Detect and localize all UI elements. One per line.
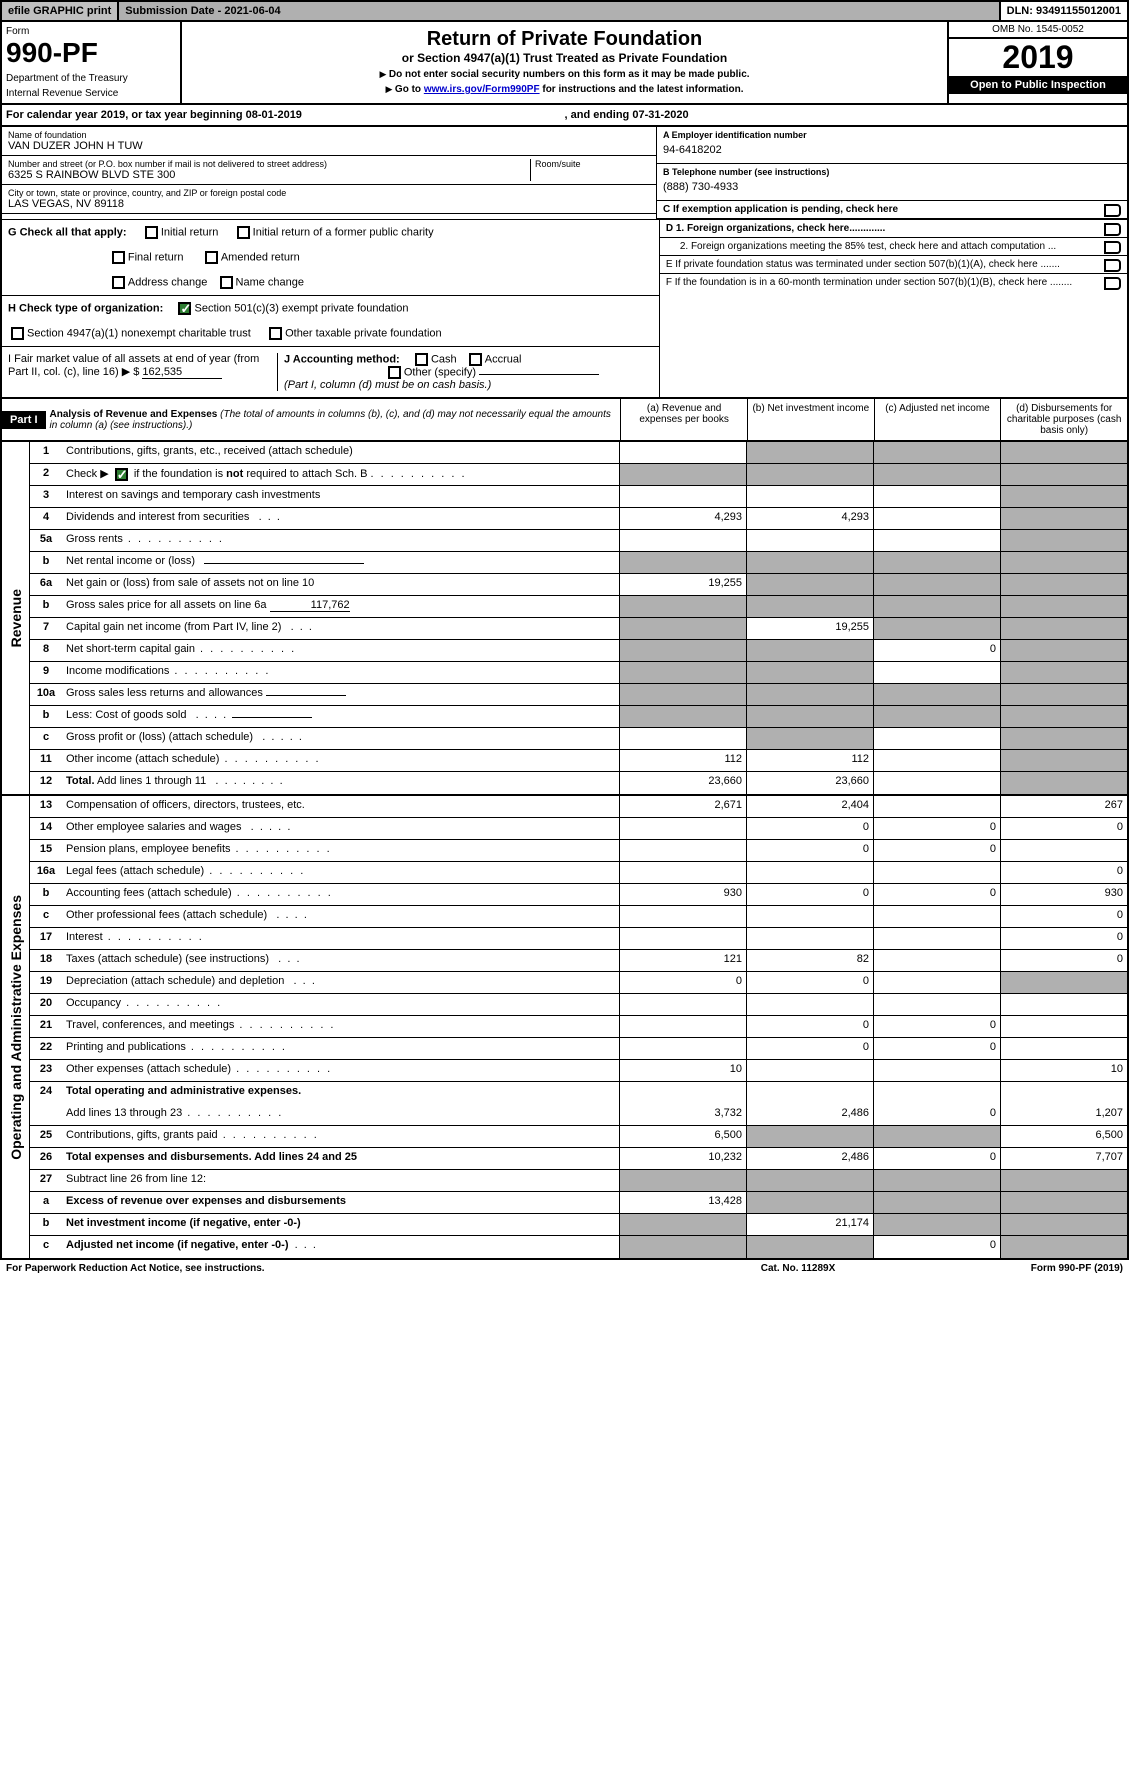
form-title: Return of Private Foundation bbox=[188, 28, 941, 51]
h-label: H Check type of organization: bbox=[8, 302, 163, 314]
expenses-side: Operating and Administrative Expenses bbox=[8, 895, 24, 1160]
dept: Department of the Treasury bbox=[6, 73, 176, 84]
form-header: Form 990-PF Department of the Treasury I… bbox=[0, 22, 1129, 105]
checks-grid: G Check all that apply: Initial return I… bbox=[0, 219, 1129, 399]
expenses-section: Operating and Administrative Expenses 13… bbox=[0, 796, 1129, 1260]
irs: Internal Revenue Service bbox=[6, 88, 176, 99]
schb-check[interactable] bbox=[115, 468, 128, 481]
omb: OMB No. 1545-0052 bbox=[949, 22, 1127, 39]
other-taxable-check[interactable] bbox=[269, 327, 282, 340]
efile-label[interactable]: efile GRAPHIC print bbox=[2, 2, 117, 20]
form-number: 990-PF bbox=[6, 37, 176, 69]
form-label: Form bbox=[6, 26, 176, 37]
fmv: 162,535 bbox=[142, 366, 222, 379]
revenue-side: Revenue bbox=[8, 589, 24, 647]
initial-return-check[interactable] bbox=[145, 226, 158, 239]
city: LAS VEGAS, NV 89118 bbox=[8, 198, 650, 210]
g-label: G Check all that apply: bbox=[8, 226, 127, 238]
col-d: (d) Disbursements for charitable purpose… bbox=[1000, 399, 1127, 440]
phone-label: B Telephone number (see instructions) bbox=[663, 167, 1121, 177]
instr1: Do not enter social security numbers on … bbox=[188, 69, 941, 80]
room-label: Room/suite bbox=[535, 159, 650, 169]
paperwork-notice: For Paperwork Reduction Act Notice, see … bbox=[6, 1263, 673, 1274]
amended-check[interactable] bbox=[205, 251, 218, 264]
501c3-check[interactable] bbox=[178, 302, 191, 315]
entity-info: Name of foundation VAN DUZER JOHN H TUW … bbox=[0, 127, 1129, 219]
tax-year: 2019 bbox=[949, 39, 1127, 76]
phone: (888) 730-4933 bbox=[663, 177, 1121, 197]
dln: DLN: 93491155012001 bbox=[1001, 2, 1127, 20]
top-bar: efile GRAPHIC print Submission Date - 20… bbox=[0, 0, 1129, 22]
submission-date: Submission Date - 2021-06-04 bbox=[117, 2, 1000, 20]
col-c: (c) Adjusted net income bbox=[874, 399, 1001, 440]
initial-former-check[interactable] bbox=[237, 226, 250, 239]
d2: 2. Foreign organizations meeting the 85%… bbox=[660, 238, 1127, 256]
j-label: J Accounting method: bbox=[284, 353, 400, 365]
f: F If the foundation is in a 60-month ter… bbox=[660, 274, 1127, 291]
col-b: (b) Net investment income bbox=[747, 399, 874, 440]
final-return-check[interactable] bbox=[112, 251, 125, 264]
d1: D 1. Foreign organizations, check here..… bbox=[660, 220, 1127, 238]
part1-label: Part I bbox=[2, 411, 46, 429]
foundation-name: VAN DUZER JOHN H TUW bbox=[8, 140, 650, 152]
cash-check[interactable] bbox=[415, 353, 428, 366]
open-inspection: Open to Public Inspection bbox=[949, 76, 1127, 94]
name-change-check[interactable] bbox=[220, 276, 233, 289]
accrual-check[interactable] bbox=[469, 353, 482, 366]
form-ref: Form 990-PF (2019) bbox=[923, 1263, 1123, 1274]
e: E If private foundation status was termi… bbox=[660, 256, 1127, 274]
c-exemption: C If exemption application is pending, c… bbox=[657, 201, 1127, 219]
calendar-year: For calendar year 2019, or tax year begi… bbox=[0, 105, 1129, 127]
city-label: City or town, state or province, country… bbox=[8, 188, 650, 198]
address: 6325 S RAINBOW BLVD STE 300 bbox=[8, 169, 530, 181]
form-subtitle: or Section 4947(a)(1) Trust Treated as P… bbox=[188, 51, 941, 65]
ein-label: A Employer identification number bbox=[663, 130, 1121, 140]
4947-check[interactable] bbox=[11, 327, 24, 340]
part1-header: Part I Analysis of Revenue and Expenses … bbox=[0, 399, 1129, 442]
page-footer: For Paperwork Reduction Act Notice, see … bbox=[0, 1260, 1129, 1277]
other-method-check[interactable] bbox=[388, 366, 401, 379]
revenue-section: Revenue 1Contributions, gifts, grants, e… bbox=[0, 442, 1129, 796]
j-note: (Part I, column (d) must be on cash basi… bbox=[284, 379, 491, 391]
ein: 94-6418202 bbox=[663, 140, 1121, 160]
cat-no: Cat. No. 11289X bbox=[673, 1263, 923, 1274]
addr-change-check[interactable] bbox=[112, 276, 125, 289]
name-label: Name of foundation bbox=[8, 130, 650, 140]
instr2: Go to www.irs.gov/Form990PF for instruct… bbox=[188, 84, 941, 95]
addr-label: Number and street (or P.O. box number if… bbox=[8, 159, 530, 169]
col-a: (a) Revenue and expenses per books bbox=[620, 399, 747, 440]
instr-link[interactable]: www.irs.gov/Form990PF bbox=[424, 84, 540, 95]
